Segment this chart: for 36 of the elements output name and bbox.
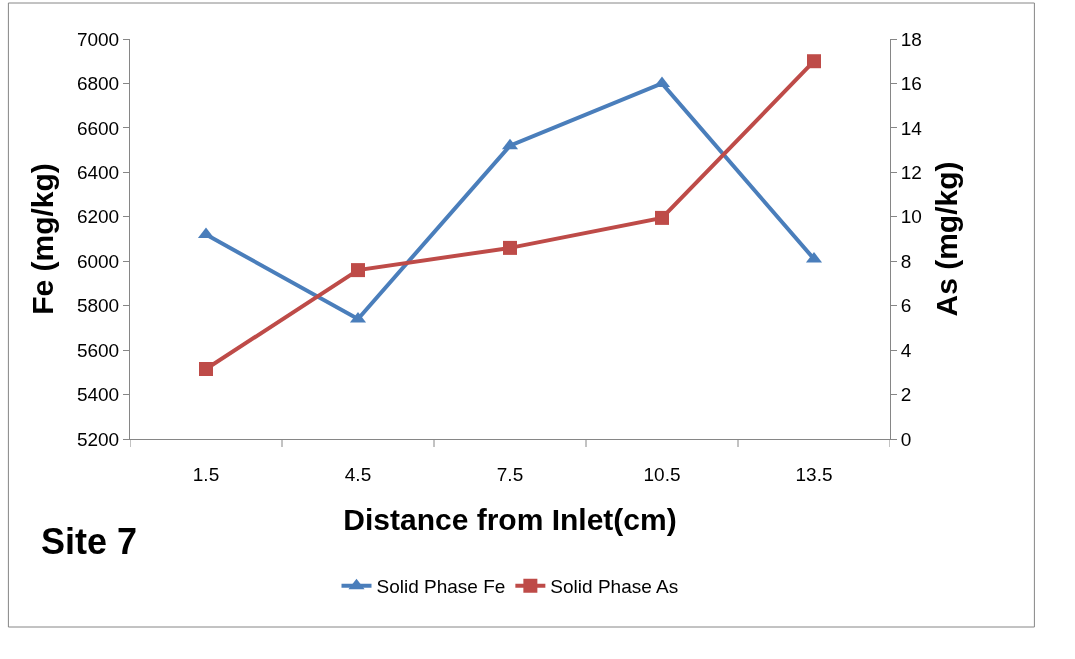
x-tick-label: 13.5 bbox=[795, 463, 833, 485]
y-tick-label: 7000 bbox=[76, 28, 120, 50]
y2-tick-label: 16 bbox=[900, 73, 922, 95]
y2-tick-label: 0 bbox=[900, 428, 912, 450]
x-tick-label: 4.5 bbox=[344, 463, 372, 485]
point bbox=[807, 54, 821, 69]
point bbox=[199, 362, 213, 376]
y2-tick-label: 10 bbox=[900, 206, 922, 228]
y-axis-title: Fe (mg/kg) bbox=[25, 163, 59, 315]
point bbox=[351, 263, 365, 278]
legend-label: Solid Phase As bbox=[550, 576, 679, 598]
x-tick-label: 1.5 bbox=[192, 463, 220, 485]
y-tick-label: 5600 bbox=[76, 339, 120, 361]
y2-tick-label: 6 bbox=[900, 295, 912, 317]
y-tick-label: 5400 bbox=[76, 384, 120, 406]
y2-tick-label: 4 bbox=[900, 339, 912, 361]
y2-tick-label: 8 bbox=[900, 250, 912, 272]
legend-label: Solid Phase Fe bbox=[376, 576, 506, 598]
point bbox=[655, 210, 669, 225]
x-tick-label: 10.5 bbox=[643, 463, 681, 485]
y-tick-label: 5200 bbox=[76, 428, 120, 450]
y-tick-label: 6000 bbox=[76, 250, 120, 272]
y2-tick-label: 2 bbox=[900, 384, 912, 406]
x-tick-label: 7.5 bbox=[496, 463, 524, 485]
y-tick-label: 6200 bbox=[76, 206, 120, 228]
y2-axis-title: As (mg/kg) bbox=[929, 161, 963, 317]
y-tick-label: 6400 bbox=[76, 161, 120, 183]
x-axis-title: Distance from Inlet(cm) bbox=[343, 503, 677, 537]
y2-tick-label: 12 bbox=[900, 161, 922, 183]
point bbox=[503, 240, 517, 255]
text: Site 7 bbox=[41, 521, 138, 562]
y-tick-label: 6800 bbox=[76, 73, 120, 95]
y-tick-label: 5800 bbox=[76, 295, 120, 317]
y2-tick-label: 14 bbox=[900, 117, 923, 139]
y-tick-label: 6600 bbox=[76, 117, 120, 139]
y2-tick-label: 18 bbox=[900, 28, 922, 50]
